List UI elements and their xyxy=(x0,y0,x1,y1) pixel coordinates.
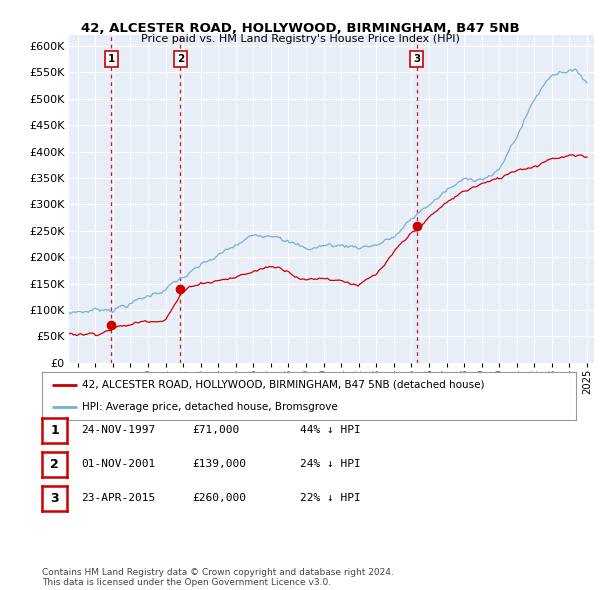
Text: 44% ↓ HPI: 44% ↓ HPI xyxy=(300,425,361,434)
Text: 42, ALCESTER ROAD, HOLLYWOOD, BIRMINGHAM, B47 5NB (detached house): 42, ALCESTER ROAD, HOLLYWOOD, BIRMINGHAM… xyxy=(82,380,485,390)
Text: 42, ALCESTER ROAD, HOLLYWOOD, BIRMINGHAM, B47 5NB: 42, ALCESTER ROAD, HOLLYWOOD, BIRMINGHAM… xyxy=(80,22,520,35)
Text: 3: 3 xyxy=(50,492,59,505)
Text: £139,000: £139,000 xyxy=(192,459,246,468)
Text: 01-NOV-2001: 01-NOV-2001 xyxy=(81,459,155,468)
Text: £71,000: £71,000 xyxy=(192,425,239,434)
Text: 1: 1 xyxy=(107,54,115,64)
Text: 22% ↓ HPI: 22% ↓ HPI xyxy=(300,493,361,503)
Text: HPI: Average price, detached house, Bromsgrove: HPI: Average price, detached house, Brom… xyxy=(82,402,338,412)
Text: 1: 1 xyxy=(50,424,59,437)
Text: 2: 2 xyxy=(50,458,59,471)
Text: £260,000: £260,000 xyxy=(192,493,246,503)
Text: 3: 3 xyxy=(413,54,421,64)
Text: Price paid vs. HM Land Registry's House Price Index (HPI): Price paid vs. HM Land Registry's House … xyxy=(140,34,460,44)
Text: 24% ↓ HPI: 24% ↓ HPI xyxy=(300,459,361,468)
Text: 2: 2 xyxy=(176,54,184,64)
Text: Contains HM Land Registry data © Crown copyright and database right 2024.
This d: Contains HM Land Registry data © Crown c… xyxy=(42,568,394,587)
Text: 24-NOV-1997: 24-NOV-1997 xyxy=(81,425,155,434)
Text: 23-APR-2015: 23-APR-2015 xyxy=(81,493,155,503)
